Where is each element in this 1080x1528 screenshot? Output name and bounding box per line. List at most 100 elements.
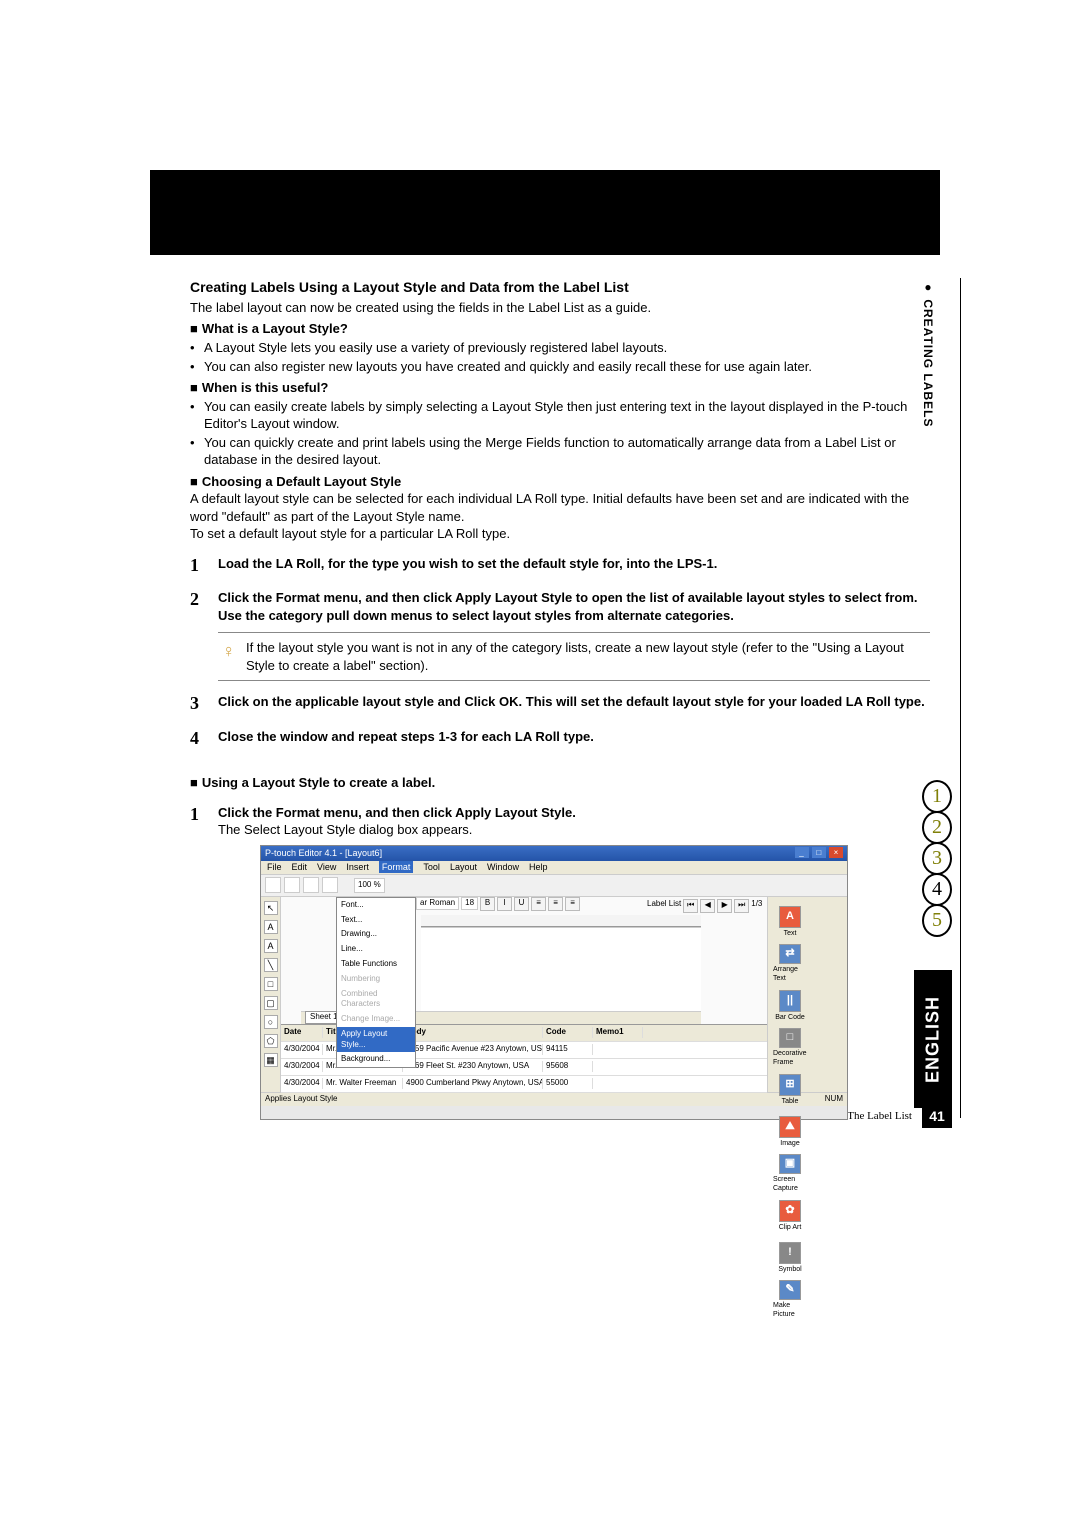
ellipse-icon[interactable]: ○ — [264, 1015, 278, 1029]
pointer-icon[interactable]: ↖ — [264, 901, 278, 915]
ruler-horizontal — [421, 915, 701, 927]
palette-table[interactable]: ⊞Table — [773, 1070, 807, 1110]
palette-symbol[interactable]: !Symbol — [773, 1238, 807, 1278]
bullet-icon: • — [190, 358, 204, 376]
nav-first-icon[interactable]: ⏮ — [683, 899, 698, 913]
statusbar-num: NUM — [825, 1094, 843, 1105]
menu-view[interactable]: View — [317, 861, 336, 873]
new-icon[interactable] — [265, 877, 281, 893]
menu-item[interactable]: Font... — [337, 898, 415, 913]
step-number: 1 — [190, 553, 218, 577]
menu-edit[interactable]: Edit — [292, 861, 308, 873]
bullet-text: You can also register new layouts you ha… — [204, 358, 930, 376]
menubar: File Edit View Insert Format Tool Layout… — [261, 861, 847, 875]
col-date[interactable]: Date — [281, 1027, 323, 1038]
zoom-field[interactable]: 100 % — [354, 878, 385, 893]
editor-main: Font... Text... Drawing... Line... Table… — [281, 897, 767, 1092]
step-text: Click the Format menu, and then click Ap… — [218, 802, 930, 839]
step-text: Click on the applicable layout style and… — [218, 691, 930, 715]
main-heading: Creating Labels Using a Layout Style and… — [190, 278, 930, 297]
menu-item[interactable]: Table Functions — [337, 957, 415, 972]
note-box: ♀ If the layout style you want is not in… — [218, 632, 930, 681]
menu-item[interactable]: Combined Characters — [337, 987, 415, 1013]
menu-item[interactable]: Line... — [337, 942, 415, 957]
save-icon[interactable] — [303, 877, 319, 893]
note-text: If the layout style you want is not in a… — [246, 639, 926, 674]
menu-item[interactable]: Drawing... — [337, 927, 415, 942]
text-a-icon[interactable]: A — [264, 920, 278, 934]
label-canvas[interactable] — [421, 927, 701, 1022]
menu-format[interactable]: Format — [379, 861, 414, 873]
palette-screen-capture[interactable]: ▣Screen Capture — [773, 1154, 807, 1194]
col-memo[interactable]: Memo1 — [593, 1027, 643, 1038]
image-icon[interactable]: ▦ — [264, 1053, 278, 1067]
poly-icon[interactable]: ⬠ — [264, 1034, 278, 1048]
menu-item[interactable]: Change Image... — [337, 1012, 415, 1027]
col-body[interactable]: Body — [403, 1027, 543, 1038]
underline-icon[interactable]: U — [514, 897, 529, 911]
main-heading-sub: The label layout can now be created usin… — [190, 299, 930, 317]
section-4-heading: ■Using a Layout Style to create a label. — [190, 774, 930, 792]
minimize-icon[interactable]: _ — [795, 847, 809, 858]
menu-item[interactable]: Numbering — [337, 972, 415, 987]
palette-arrange-text[interactable]: ⇄Arrange Text — [773, 944, 807, 984]
object-palette: AText ⇄Arrange Text ||Bar Code □Decorati… — [767, 897, 847, 1092]
window-title: P-touch Editor 4.1 - [Layout6] — [265, 847, 382, 859]
font-select[interactable]: ar Roman — [416, 897, 459, 910]
close-icon[interactable]: × — [829, 847, 843, 858]
line-icon[interactable]: ╲ — [264, 958, 278, 972]
paragraph: To set a default layout style for a part… — [190, 525, 930, 543]
step-number: 3 — [190, 691, 218, 715]
nav-prev-icon[interactable]: ◀ — [700, 899, 715, 913]
bold-icon[interactable]: B — [480, 897, 495, 911]
menu-help[interactable]: Help — [529, 861, 548, 873]
table-row[interactable]: 4/30/2004 Mr. Walter Freeman 4900 Cumber… — [281, 1076, 767, 1093]
step-number: 2 — [190, 587, 218, 624]
palette-text[interactable]: AText — [773, 902, 807, 942]
section-2-heading: ■When is this useful? — [190, 379, 930, 397]
app-screenshot: P-touch Editor 4.1 - [Layout6] _ □ × Fil… — [260, 845, 848, 1120]
lightbulb-icon: ♀ — [222, 639, 246, 663]
section-1-heading: ■What is a Layout Style? — [190, 320, 930, 338]
bullet-icon: • — [190, 398, 204, 433]
menu-item[interactable]: Background... — [337, 1052, 415, 1067]
palette-clipart[interactable]: ✿Clip Art — [773, 1196, 807, 1236]
menu-item-apply-layout[interactable]: Apply Layout Style... — [337, 1027, 415, 1053]
font-size-select[interactable]: 18 — [461, 897, 478, 910]
menu-file[interactable]: File — [267, 861, 282, 873]
bullet-icon: • — [190, 339, 204, 357]
nav-last-icon[interactable]: ⏭ — [734, 899, 749, 913]
palette-barcode[interactable]: ||Bar Code — [773, 986, 807, 1026]
page-header-bar — [150, 170, 940, 255]
align-right-icon[interactable]: ≡ — [565, 897, 580, 911]
palette-image[interactable]: ⛰Image — [773, 1112, 807, 1152]
main-content: Creating Labels Using a Layout Style and… — [190, 278, 930, 1120]
palette-frame[interactable]: □Decorative Frame — [773, 1028, 807, 1068]
maximize-icon[interactable]: □ — [812, 847, 826, 858]
menu-tool[interactable]: Tool — [423, 861, 440, 873]
align-left-icon[interactable]: ≡ — [531, 897, 546, 911]
format-menu-dropdown: Font... Text... Drawing... Line... Table… — [336, 897, 416, 1069]
nav-next-icon[interactable]: ▶ — [717, 899, 732, 913]
menu-window[interactable]: Window — [487, 861, 519, 873]
open-icon[interactable] — [284, 877, 300, 893]
palette-make-picture[interactable]: ✎Make Picture — [773, 1280, 807, 1320]
step-text: Close the window and repeat steps 1-3 fo… — [218, 726, 930, 750]
rrect-icon[interactable]: ▢ — [264, 996, 278, 1010]
statusbar-text: Applies Layout Style — [265, 1094, 338, 1105]
statusbar: Applies Layout Style NUM — [261, 1092, 847, 1106]
paragraph: A default layout style can be selected f… — [190, 490, 930, 525]
step-text: Load the LA Roll, for the type you wish … — [218, 553, 930, 577]
col-code[interactable]: Code — [543, 1027, 593, 1038]
page-indicator: 1/3 — [751, 899, 762, 913]
step-number: 4 — [190, 726, 218, 750]
menu-insert[interactable]: Insert — [346, 861, 369, 873]
text-a2-icon[interactable]: A — [264, 939, 278, 953]
right-margin-line — [960, 278, 961, 1118]
italic-icon[interactable]: I — [497, 897, 512, 911]
menu-layout[interactable]: Layout — [450, 861, 477, 873]
print-icon[interactable] — [322, 877, 338, 893]
menu-item[interactable]: Text... — [337, 913, 415, 928]
align-center-icon[interactable]: ≡ — [548, 897, 563, 911]
rect-icon[interactable]: □ — [264, 977, 278, 991]
